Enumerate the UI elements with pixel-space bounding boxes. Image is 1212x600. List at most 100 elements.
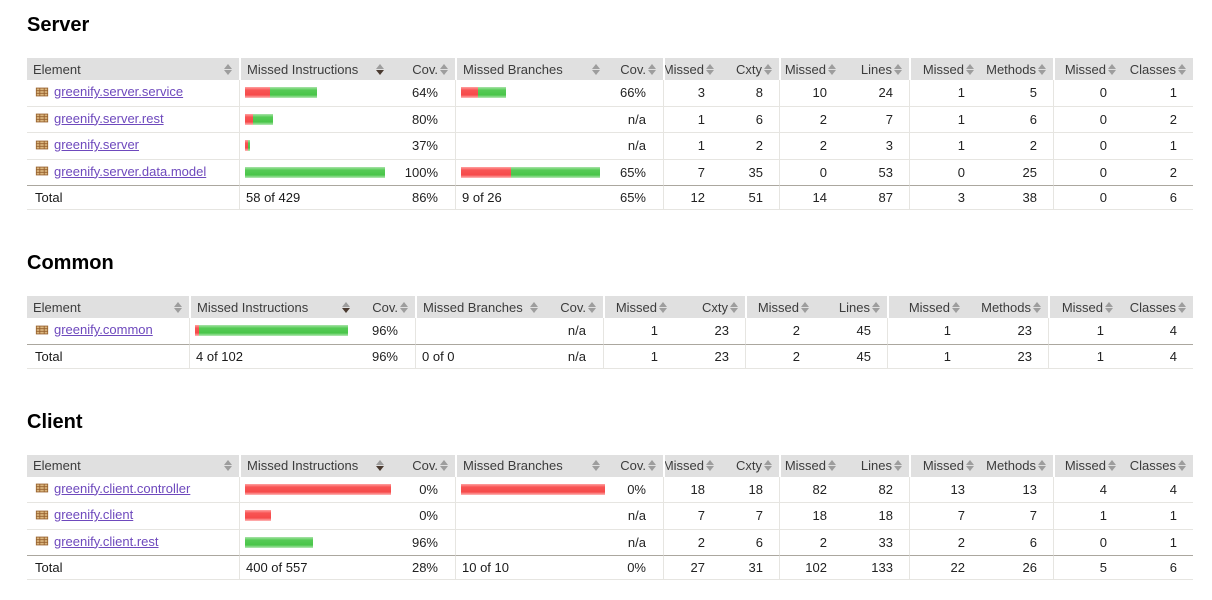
column-header-missed-classes[interactable]: Missed [1053, 454, 1123, 477]
column-header-missed-methods[interactable]: Missed [909, 454, 981, 477]
covered-bar [199, 325, 348, 337]
total-branch-coverage: 65% [607, 185, 663, 210]
column-header-missed-lines[interactable]: Missed [745, 296, 816, 318]
instruction-coverage: 96% [371, 323, 398, 339]
column-header-methods[interactable]: Methods [981, 454, 1053, 477]
sort-icon [1108, 459, 1117, 472]
element-cell: greenify.server.data.model [27, 158, 239, 186]
column-header-missed-cxty[interactable]: Missed [663, 454, 721, 477]
total-cxty: 51 [721, 185, 779, 210]
sort-icon [400, 301, 409, 314]
total-row: Total 4 of 102 96% 0 of 0 n/a 1 23 2 45 … [27, 343, 1193, 369]
package-link[interactable]: greenify.server.service [35, 84, 183, 99]
column-header-lines[interactable]: Lines [843, 58, 909, 80]
column-header-missed-methods[interactable]: Missed [909, 58, 981, 80]
lines: 45 [856, 323, 871, 339]
sort-icon [1033, 301, 1042, 314]
total-lines: 87 [843, 185, 909, 210]
package-link[interactable]: greenify.client [35, 507, 133, 522]
column-header-cxty[interactable]: Cxty [721, 58, 779, 80]
sort-icon [706, 63, 715, 76]
element-cell: greenify.client [27, 502, 239, 529]
sort-icon [1105, 301, 1114, 314]
column-header-cxty[interactable]: Cxty [721, 454, 779, 477]
column-header-missed-branches[interactable]: Missed Branches [455, 58, 607, 80]
sort-icon [440, 459, 449, 472]
sort-icon [659, 301, 668, 314]
column-header-missed-classes[interactable]: Missed [1048, 296, 1120, 318]
missed-cxty: 1 [603, 318, 674, 344]
column-header-missed-cxty[interactable]: Missed [603, 296, 674, 318]
column-header-classes[interactable]: Classes [1123, 58, 1193, 80]
column-header-missed-cxty[interactable]: Missed [663, 58, 721, 80]
package-icon [35, 508, 49, 522]
column-header-cov-branches[interactable]: Cov. [545, 296, 603, 318]
classes: 2 [1123, 158, 1193, 186]
package-link[interactable]: greenify.client.rest [35, 534, 159, 549]
column-header-lines[interactable]: Lines [843, 454, 909, 477]
column-header-element[interactable]: Element [27, 58, 239, 80]
instructions-bar-cell [239, 80, 391, 106]
instructions-bar-cell [189, 318, 357, 344]
column-header-cxty[interactable]: Cxty [674, 296, 745, 318]
missed-methods: 1 [887, 318, 967, 344]
column-header-classes[interactable]: Classes [1120, 296, 1193, 318]
header-row: Element Missed Instructions Cov. Missed … [27, 58, 1193, 80]
column-header-missed-classes[interactable]: Missed [1053, 58, 1123, 80]
package-icon [35, 534, 49, 548]
package-link[interactable]: greenify.client.controller [35, 481, 190, 496]
column-header-cov-instructions[interactable]: Cov. [391, 454, 455, 477]
instruction-coverage: 0% [419, 481, 438, 497]
column-header-missed-branches[interactable]: Missed Branches [415, 296, 545, 318]
missed-cxty: 2 [663, 528, 721, 555]
column-header-missed-methods[interactable]: Missed [887, 296, 967, 318]
column-header-missed-lines[interactable]: Missed [779, 454, 843, 477]
package-link[interactable]: greenify.server.data.model [35, 164, 206, 179]
column-header-missed-branches[interactable]: Missed Branches [455, 454, 607, 477]
lines: 7 [843, 105, 909, 133]
column-header-missed-instructions[interactable]: Missed Instructions [239, 454, 391, 477]
package-link[interactable]: greenify.server.rest [35, 111, 164, 126]
column-header-missed-instructions[interactable]: Missed Instructions [239, 58, 391, 80]
column-header-classes[interactable]: Classes [1123, 454, 1193, 477]
package-link[interactable]: greenify.common [35, 322, 153, 337]
total-instructions: 400 of 557 [239, 555, 391, 580]
total-lines: 45 [816, 343, 887, 369]
lines: 53 [843, 158, 909, 186]
sort-icon [1038, 63, 1047, 76]
sort-icon [730, 301, 739, 314]
branches-bar-cell [455, 502, 607, 529]
package-icon [35, 164, 49, 178]
total-classes: 6 [1123, 555, 1193, 580]
missed-lines: 10 [779, 80, 843, 106]
column-header-cov-branches[interactable]: Cov. [607, 454, 663, 477]
missed-methods: 0 [909, 158, 981, 185]
sort-icon [224, 63, 233, 76]
total-missed-classes: 0 [1053, 185, 1123, 210]
column-header-missed-lines[interactable]: Missed [779, 58, 843, 80]
column-header-element[interactable]: Element [27, 454, 239, 477]
column-header-missed-instructions[interactable]: Missed Instructions [189, 296, 357, 318]
section-title-server: Server [27, 14, 90, 36]
column-header-cov-branches[interactable]: Cov. [607, 58, 663, 80]
missed-bar [245, 87, 270, 99]
element-cell: greenify.server.rest [27, 105, 239, 133]
column-header-element[interactable]: Element [27, 296, 189, 318]
column-header-cov-instructions[interactable]: Cov. [357, 296, 415, 318]
package-icon [35, 138, 49, 152]
total-missed-lines: 102 [779, 555, 843, 580]
column-header-lines[interactable]: Lines [816, 296, 887, 318]
missed-classes: 0 [1053, 80, 1123, 106]
instruction-coverage: 37% [391, 132, 455, 159]
column-header-cov-instructions[interactable]: Cov. [391, 58, 455, 80]
missed-methods: 13 [909, 476, 981, 502]
column-header-methods[interactable]: Methods [967, 296, 1048, 318]
covered-bar [478, 87, 506, 99]
package-icon [35, 323, 49, 337]
column-header-methods[interactable]: Methods [981, 58, 1053, 80]
methods: 7 [981, 502, 1053, 529]
missed-lines: 82 [779, 476, 843, 502]
table-row: greenify.client 0% n/a 7 7 18 18 7 7 1 1 [27, 502, 1193, 529]
package-link[interactable]: greenify.server [35, 137, 139, 152]
classes: 1 [1123, 528, 1193, 556]
